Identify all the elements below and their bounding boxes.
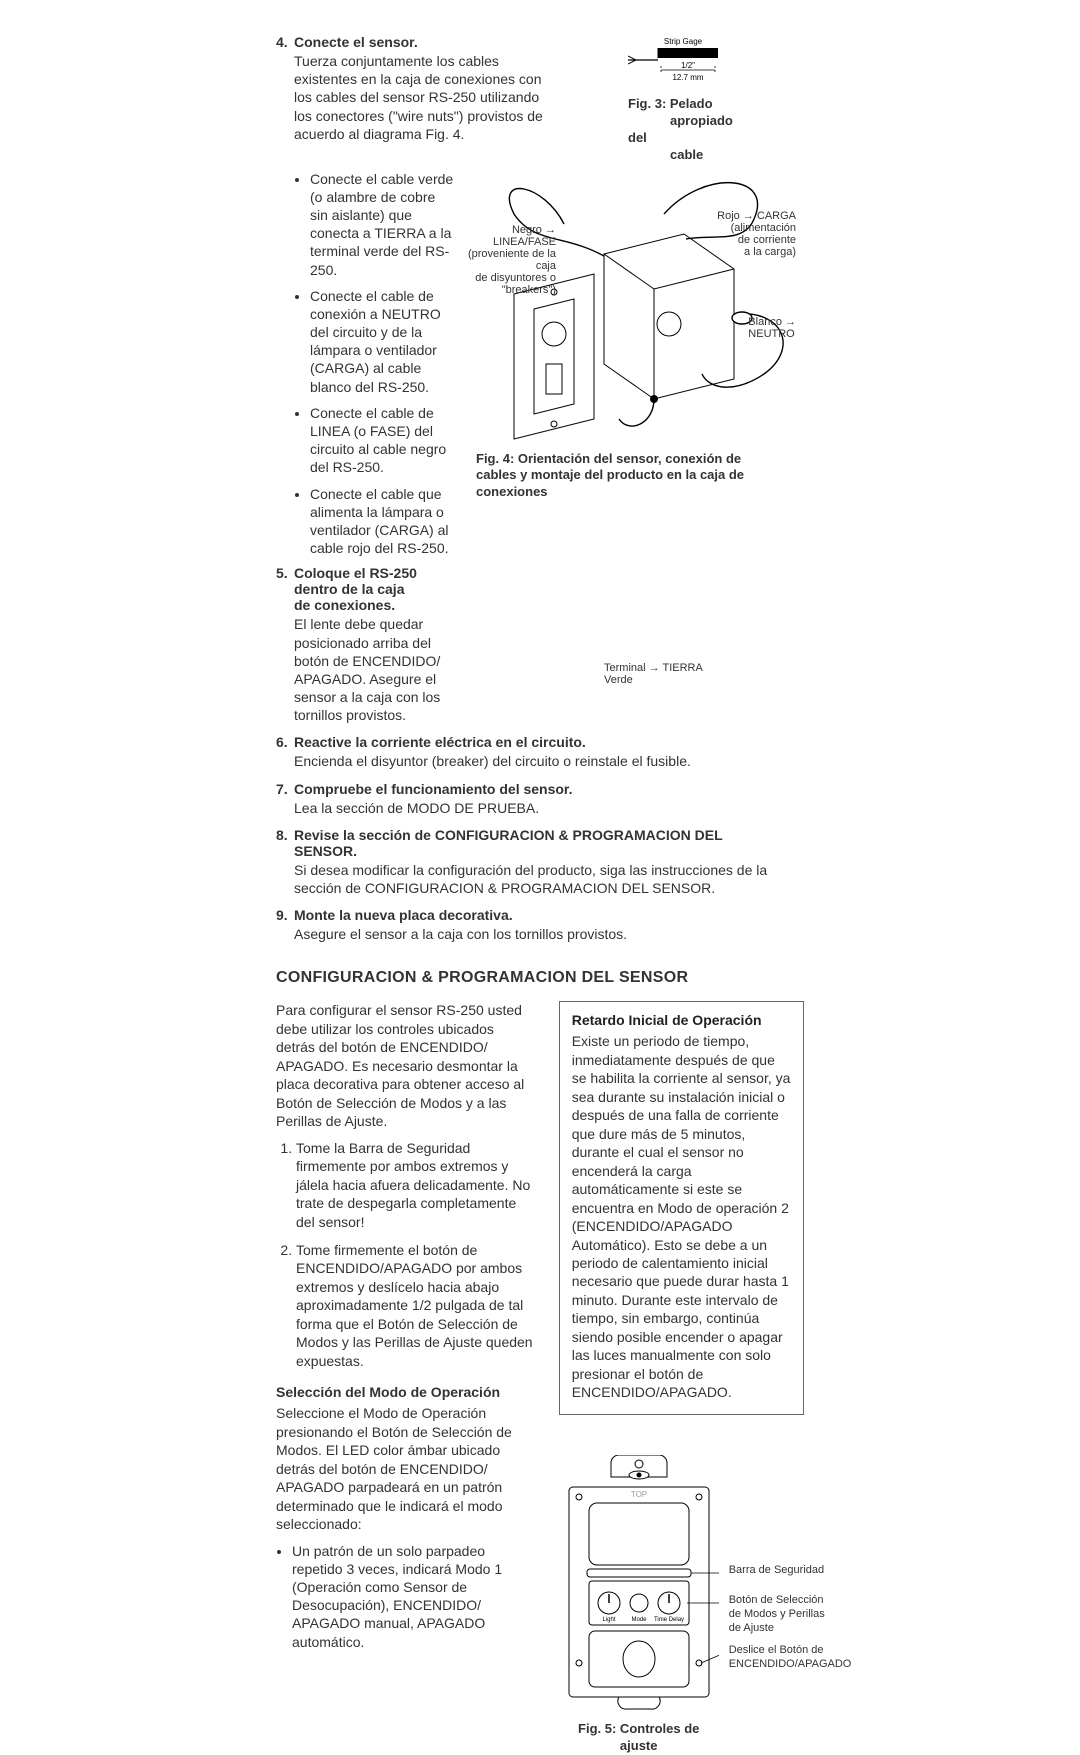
step-number: 5.	[276, 565, 294, 613]
step-body: El lente debe quedar posicionado arriba …	[294, 615, 454, 724]
box-title: Retardo Inicial de Operación	[572, 1012, 791, 1028]
fig5-label-mode: Botón de Selecciónde Modos y Perillasde …	[729, 1593, 849, 1636]
step-title: Coloque el RS-250 dentro de la caja de c…	[294, 565, 417, 613]
step-7: 7.Compruebe el funcionamiento del sensor…	[276, 781, 804, 817]
bullet-item: Conecte el cable de conexión a NEUTRO de…	[310, 287, 454, 396]
b: Encienda el disyuntor (breaker) del circ…	[294, 752, 804, 770]
t: Revise la sección de CONFIGURACION & PRO…	[294, 827, 754, 859]
fig4-label-green: Terminal → TIERRA Verde	[604, 662, 703, 686]
step4-details-row: Conecte el cable verde (o alambre de cob…	[276, 164, 804, 735]
svg-text:1/2": 1/2"	[681, 61, 695, 70]
step-4: 4. Conecte el sensor. Tuerza conjuntamen…	[276, 34, 546, 143]
step-6: 6.Reactive la corriente eléctrica en el …	[276, 734, 804, 770]
n: 7.	[276, 781, 294, 797]
svg-text:Light: Light	[602, 1617, 615, 1623]
t: Compruebe el funcionamiento del sensor.	[294, 781, 573, 797]
fig5-label-bar: Barra de Seguridad	[729, 1563, 849, 1577]
svg-text:12.7 mm: 12.7 mm	[672, 73, 703, 82]
fig4-label-black: Negro → LINEA/FASE (proveniente de la ca…	[458, 224, 556, 296]
fig3-cap-a: Fig. 3: Pelado	[628, 96, 713, 111]
n: 8.	[276, 827, 294, 859]
fig4-wrap: Negro → LINEA/FASE (proveniente de la ca…	[454, 174, 804, 735]
svg-text:TOP: TOP	[631, 1490, 647, 1499]
fig4-label-white: Blanco → NEUTRO	[748, 316, 796, 340]
t: dentro de la caja	[294, 581, 404, 597]
step-4-row: 4. Conecte el sensor. Tuerza conjuntamen…	[276, 34, 804, 164]
bullet-item: Conecte el cable que alimenta la lámpara…	[310, 485, 454, 558]
step-5: 5. Coloque el RS-250 dentro de la caja d…	[276, 565, 454, 724]
step-9: 9.Monte la nueva placa decorativa. Asegu…	[276, 907, 804, 943]
fig5-label-slide: Deslice el Botón deENCENDIDO/APAGADO	[729, 1643, 859, 1672]
n: 9.	[276, 907, 294, 923]
fig5-diagram: TOP Light Mode Time Delay	[559, 1455, 719, 1715]
config-top-row: Para configurar el sensor RS-250 usted d…	[276, 1001, 804, 1754]
selection-title: Selección del Modo de Operación	[276, 1384, 535, 1400]
selection-body: Seleccione el Modo de Operación presiona…	[276, 1404, 535, 1533]
b: Asegure el sensor a la caja con los torn…	[294, 925, 804, 943]
step-intro: Tuerza conjuntamente los cables existent…	[294, 52, 546, 143]
config-steps: Tome la Barra de Seguridad firmemente po…	[276, 1139, 535, 1371]
t: Monte la nueva placa decorativa.	[294, 907, 513, 923]
bullet-item: Conecte el cable de LINEA (o FASE) del c…	[310, 404, 454, 477]
fig3-caption: Fig. 3: Pelado apropiado del cable	[628, 96, 738, 164]
step-8: 8.Revise la sección de CONFIGURACION & P…	[276, 827, 804, 897]
svg-text:Mode: Mode	[631, 1617, 647, 1623]
list-item: Tome la Barra de Seguridad firmemente po…	[296, 1139, 535, 1231]
t: de conexiones.	[294, 597, 395, 613]
delay-box: Retardo Inicial de Operación Existe un p…	[559, 1001, 804, 1414]
box-body: Existe un periodo de tiempo, inmediatame…	[572, 1032, 791, 1401]
fig-3-strip-gage: Strip Gage 1/2" 12.7 mm	[628, 34, 738, 96]
t: Coloque el RS-250	[294, 565, 417, 581]
selection-bullets: Un patrón de un solo parpadeo repetido 3…	[276, 1542, 535, 1651]
svg-text:Time Delay: Time Delay	[654, 1617, 684, 1623]
config-intro: Para configurar el sensor RS-250 usted d…	[276, 1001, 535, 1130]
bullet-item: Un patrón de un solo parpadeo repetido 3…	[292, 1542, 535, 1651]
b: Lea la sección de MODO DE PRUEBA.	[294, 799, 804, 817]
fig4-label-red: Rojo → CARGA (alimentación de corriente …	[717, 210, 796, 258]
manual-page: 4. Conecte el sensor. Tuerza conjuntamen…	[0, 0, 1080, 1755]
t: Reactive la corriente eléctrica en el ci…	[294, 734, 586, 750]
fig5-wrap: TOP Light Mode Time Delay	[559, 1455, 804, 1755]
fig4-caption: Fig. 4: Orientación del sensor, conexión…	[476, 451, 776, 502]
fig5-caption: Fig. 5: Controles de ajuste	[559, 1721, 719, 1755]
fig3-cap-c: cable	[670, 147, 703, 162]
config-heading: CONFIGURACION & PROGRAMACION DEL SENSOR	[276, 969, 804, 987]
b: Si desea modificar la configuración del …	[294, 861, 804, 897]
n: 6.	[276, 734, 294, 750]
strip-gage-label: Strip Gage	[664, 37, 703, 46]
step4-bullets: Conecte el cable verde (o alambre de cob…	[294, 170, 454, 558]
step-title: Conecte el sensor.	[294, 34, 418, 50]
fig3-cap-b: apropiado del	[628, 113, 733, 145]
bullet-item: Conecte el cable verde (o alambre de cob…	[310, 170, 454, 279]
list-item: Tome firmemente el botón de ENCENDIDO/AP…	[296, 1241, 535, 1370]
step-number: 4.	[276, 34, 294, 50]
